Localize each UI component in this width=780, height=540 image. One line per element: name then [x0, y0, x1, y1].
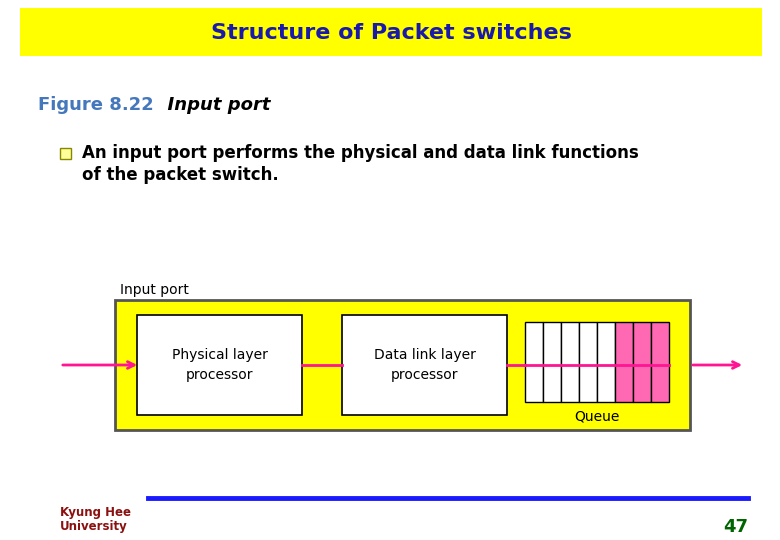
Bar — [115, 300, 690, 430]
Text: Figure 8.22: Figure 8.22 — [38, 96, 154, 114]
Text: University: University — [60, 520, 128, 533]
Text: Structure of Packet switches: Structure of Packet switches — [211, 23, 572, 43]
Text: Data link layer
processor: Data link layer processor — [374, 348, 476, 382]
Text: Physical layer
processor: Physical layer processor — [172, 348, 268, 382]
Bar — [615, 322, 633, 402]
Bar — [597, 322, 615, 402]
Bar — [543, 322, 561, 402]
Text: Input port: Input port — [120, 283, 189, 297]
Bar — [342, 315, 507, 415]
Bar — [525, 322, 543, 402]
Bar — [20, 8, 762, 56]
Bar — [633, 322, 651, 402]
Bar — [651, 322, 669, 402]
Text: of the packet switch.: of the packet switch. — [82, 166, 278, 184]
Bar — [137, 315, 302, 415]
Text: 47: 47 — [723, 518, 748, 536]
Bar — [561, 322, 579, 402]
Text: An input port performs the physical and data link functions: An input port performs the physical and … — [82, 144, 639, 162]
Bar — [60, 148, 71, 159]
Bar — [579, 322, 597, 402]
Text: Input port: Input port — [155, 96, 271, 114]
Text: Kyung Hee: Kyung Hee — [60, 506, 131, 519]
Text: Queue: Queue — [574, 409, 619, 423]
